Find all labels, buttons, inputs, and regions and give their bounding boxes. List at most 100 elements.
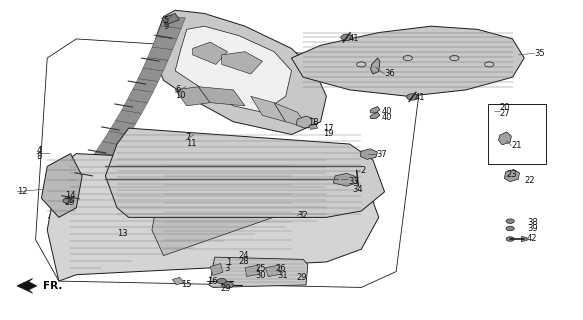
- Bar: [488, 104, 546, 164]
- Text: 30: 30: [255, 271, 266, 280]
- Polygon shape: [309, 124, 318, 129]
- Polygon shape: [296, 116, 315, 128]
- Text: 23: 23: [507, 170, 517, 179]
- Polygon shape: [251, 96, 286, 122]
- Text: 12: 12: [17, 188, 27, 196]
- Polygon shape: [175, 26, 292, 112]
- Text: 31: 31: [277, 271, 287, 280]
- Polygon shape: [371, 58, 380, 74]
- Text: 11: 11: [185, 139, 196, 148]
- Polygon shape: [115, 110, 142, 124]
- Polygon shape: [209, 257, 308, 287]
- Text: 25: 25: [255, 264, 266, 274]
- Text: 32: 32: [297, 211, 308, 220]
- Text: 1: 1: [226, 258, 231, 267]
- Text: 10: 10: [175, 91, 185, 100]
- Text: 3: 3: [224, 264, 229, 274]
- Polygon shape: [152, 10, 326, 134]
- Text: 13: 13: [117, 229, 128, 238]
- Text: 29: 29: [220, 284, 231, 292]
- Text: 19: 19: [324, 129, 334, 138]
- Polygon shape: [133, 78, 159, 92]
- Text: 22: 22: [524, 176, 535, 185]
- Circle shape: [222, 282, 233, 288]
- Circle shape: [506, 219, 514, 223]
- Text: 40: 40: [382, 114, 392, 123]
- Polygon shape: [175, 87, 210, 106]
- Circle shape: [217, 278, 226, 284]
- Polygon shape: [47, 154, 379, 281]
- Polygon shape: [73, 173, 100, 188]
- Text: 24: 24: [238, 251, 248, 260]
- Text: 27: 27: [500, 109, 510, 118]
- Polygon shape: [360, 149, 378, 159]
- Text: 2: 2: [360, 166, 366, 175]
- Text: 4: 4: [37, 146, 42, 155]
- Text: 18: 18: [308, 118, 318, 127]
- Polygon shape: [292, 26, 524, 96]
- Polygon shape: [138, 68, 163, 81]
- Text: 40: 40: [382, 107, 392, 116]
- Text: 42: 42: [527, 234, 538, 243]
- Text: 26: 26: [275, 264, 286, 274]
- Polygon shape: [245, 265, 259, 276]
- Text: FR.: FR.: [43, 281, 62, 291]
- Polygon shape: [210, 264, 223, 275]
- Text: 17: 17: [324, 124, 334, 132]
- Polygon shape: [274, 103, 309, 128]
- Text: 28: 28: [238, 258, 248, 267]
- Polygon shape: [504, 170, 519, 182]
- Polygon shape: [106, 128, 385, 217]
- Text: 16: 16: [207, 277, 218, 286]
- Polygon shape: [498, 132, 511, 145]
- Polygon shape: [333, 173, 357, 186]
- Text: 35: 35: [535, 49, 545, 58]
- Circle shape: [341, 34, 353, 41]
- Circle shape: [506, 226, 514, 231]
- Circle shape: [407, 94, 418, 100]
- Text: 33: 33: [349, 177, 359, 186]
- Polygon shape: [65, 183, 93, 198]
- Polygon shape: [192, 42, 227, 64]
- Circle shape: [506, 237, 514, 241]
- Polygon shape: [49, 204, 76, 220]
- Polygon shape: [109, 120, 135, 135]
- Text: 41: 41: [349, 34, 359, 43]
- Text: 36: 36: [385, 69, 395, 78]
- Polygon shape: [161, 15, 185, 28]
- Polygon shape: [370, 112, 380, 119]
- Text: 14: 14: [65, 190, 75, 200]
- Polygon shape: [156, 26, 181, 39]
- Polygon shape: [143, 58, 168, 71]
- Polygon shape: [265, 265, 281, 276]
- Polygon shape: [41, 154, 82, 217]
- Text: 34: 34: [353, 185, 363, 194]
- Polygon shape: [198, 87, 245, 106]
- Polygon shape: [48, 212, 66, 224]
- Circle shape: [63, 198, 72, 203]
- Polygon shape: [57, 194, 85, 209]
- Polygon shape: [103, 131, 129, 145]
- Text: 29: 29: [65, 197, 75, 206]
- Text: 5: 5: [164, 16, 169, 25]
- Text: 41: 41: [415, 93, 426, 102]
- Polygon shape: [152, 36, 177, 50]
- Polygon shape: [172, 277, 184, 285]
- Text: 39: 39: [527, 224, 538, 233]
- Text: 7: 7: [185, 133, 191, 142]
- Polygon shape: [17, 278, 37, 293]
- Polygon shape: [370, 107, 380, 113]
- Text: 6: 6: [175, 85, 181, 94]
- Polygon shape: [147, 47, 173, 60]
- Text: 8: 8: [37, 152, 42, 161]
- Text: 38: 38: [527, 218, 538, 227]
- Text: 20: 20: [500, 103, 510, 112]
- Polygon shape: [162, 13, 179, 25]
- Text: 9: 9: [164, 22, 169, 31]
- Polygon shape: [96, 141, 122, 156]
- Polygon shape: [122, 100, 147, 113]
- Polygon shape: [80, 163, 108, 177]
- Text: 37: 37: [376, 150, 387, 159]
- Text: 29: 29: [296, 273, 307, 282]
- Text: 15: 15: [181, 280, 191, 289]
